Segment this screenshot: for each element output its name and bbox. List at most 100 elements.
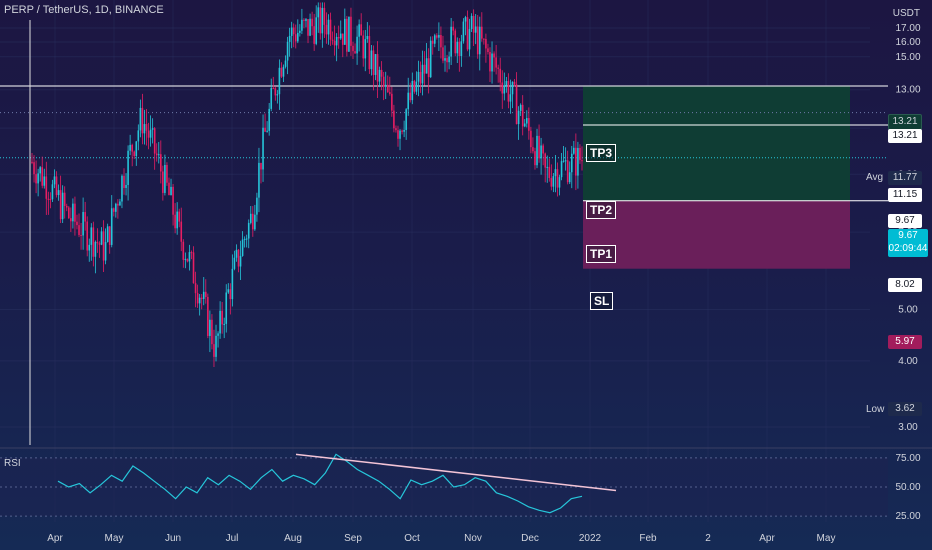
candle-body: [454, 30, 457, 54]
candle-body: [431, 40, 434, 44]
symbol-label[interactable]: PERP / TetherUS, 1D, BINANCE: [4, 4, 164, 16]
candle-body: [292, 27, 295, 35]
candle-body: [581, 160, 583, 162]
time-axis-tick: Dec: [521, 533, 539, 544]
candle-body: [566, 160, 569, 183]
candle-body: [523, 123, 526, 127]
candle-body: [487, 48, 489, 52]
candle-body: [272, 88, 275, 90]
profit-zone: [583, 86, 850, 201]
candle-body: [276, 94, 279, 96]
candle-body: [407, 92, 410, 110]
avg-price-tag: 11.77: [888, 171, 922, 185]
candle-body: [78, 225, 80, 235]
loss-zone: [583, 200, 850, 269]
candle-body: [104, 242, 107, 261]
candle-body: [481, 26, 483, 39]
tp2-price-tag: 11.15: [888, 188, 922, 202]
candle-body: [425, 58, 428, 74]
candle-body: [458, 41, 461, 57]
candle-body: [368, 35, 371, 70]
candle-body: [245, 238, 248, 240]
candle-body: [413, 80, 416, 92]
time-axis-tick: Nov: [464, 533, 482, 544]
candle-body: [519, 104, 522, 111]
candle-body: [88, 244, 91, 251]
candle-body: [196, 293, 199, 304]
candle-body: [444, 58, 446, 61]
candle-body: [233, 257, 236, 269]
candle-body: [59, 190, 62, 220]
candle-body: [149, 129, 152, 138]
candle-body: [570, 153, 573, 173]
candle-body: [329, 19, 332, 40]
candle-body: [254, 214, 256, 230]
candle-body: [386, 84, 389, 93]
candle-body: [548, 166, 551, 179]
time-axis-tick: Sep: [344, 533, 362, 544]
candle-body: [92, 227, 95, 257]
candle-body: [225, 292, 228, 324]
candle-body: [82, 212, 84, 236]
candle-body: [72, 203, 74, 222]
candle-body: [438, 35, 440, 38]
candle-body: [260, 162, 262, 170]
candle-body: [286, 41, 289, 61]
candle-body: [466, 17, 469, 50]
rsi-axis-tick: 25.00: [895, 511, 920, 522]
time-axis-tick: May: [817, 533, 836, 544]
candle-body: [43, 176, 46, 186]
candle-body: [170, 186, 172, 196]
candle-body: [493, 53, 495, 58]
candle-body: [532, 147, 534, 152]
candle-body: [299, 30, 301, 33]
candle-body: [540, 145, 542, 159]
candle-body: [147, 130, 150, 138]
candle-body: [358, 24, 360, 37]
candle-body: [382, 76, 385, 87]
candle-body: [155, 153, 158, 156]
candle-body: [74, 203, 76, 222]
candle-body: [139, 107, 142, 131]
candle-body: [562, 160, 565, 162]
candle-body: [313, 26, 315, 44]
candle-body: [39, 167, 41, 174]
candle-body: [164, 164, 166, 193]
candle-body: [352, 45, 354, 52]
candle-body: [290, 27, 293, 36]
candle-body: [497, 67, 499, 69]
tp3-price-tag: 13.21: [888, 129, 922, 143]
candle-body: [433, 35, 436, 44]
candle-body: [94, 241, 97, 257]
candle-body: [274, 88, 277, 96]
candle-body: [429, 40, 432, 78]
candle-body: [86, 221, 89, 251]
candle-body: [176, 211, 178, 229]
candle-body: [362, 35, 365, 59]
candle-body: [476, 26, 479, 55]
candle-body: [35, 174, 37, 184]
candle-body: [180, 221, 183, 242]
candle-body: [209, 319, 211, 336]
candle-body: [575, 147, 577, 176]
candle-body: [509, 94, 512, 102]
live-price-tag: 9.67 02:09:44: [888, 229, 928, 257]
low-price-tag: 3.62: [888, 402, 922, 416]
candle-body: [178, 211, 181, 222]
rsi-label[interactable]: RSI: [4, 458, 21, 469]
candle-body: [80, 234, 82, 236]
candle-body: [204, 291, 207, 297]
candle-body: [376, 54, 379, 82]
candle-body: [460, 41, 463, 57]
candle-body: [182, 241, 185, 260]
time-axis-tick: Feb: [639, 533, 657, 544]
candle-body: [141, 107, 144, 134]
candle-body: [499, 68, 502, 83]
time-axis-tick: Oct: [404, 533, 420, 544]
candle-body: [331, 39, 334, 41]
candle-body: [137, 130, 140, 142]
candle-body: [151, 128, 154, 130]
candle-body: [100, 231, 103, 245]
